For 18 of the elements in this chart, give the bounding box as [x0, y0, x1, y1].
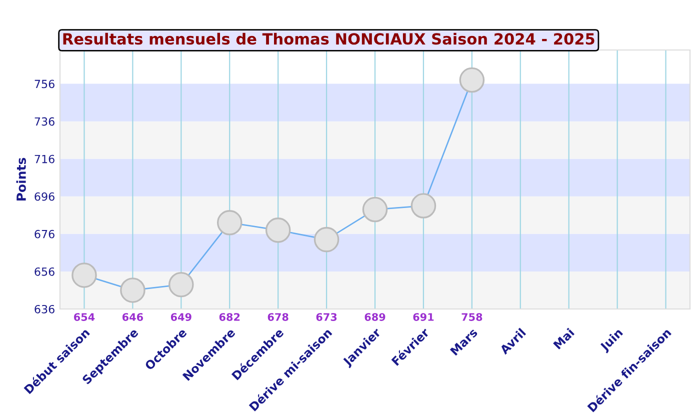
data-label: 649 — [170, 313, 192, 321]
y-tick-label: 676 — [34, 230, 54, 238]
y-tick-label: 716 — [34, 154, 54, 164]
data-label: 689 — [364, 313, 386, 321]
y-axis-title: Points — [16, 158, 26, 201]
data-label: 678 — [268, 313, 288, 321]
y-tick-label: 736 — [34, 117, 54, 126]
data-label: 682 — [219, 313, 240, 321]
chart-title: Resultats mensuels de Thomas NONCIAUX Saison 2024 - 2025 — [63, 32, 594, 45]
data-label: 654 — [74, 313, 95, 321]
data-label: 691 — [413, 313, 434, 321]
data-label: 646 — [122, 313, 144, 321]
data-label: 673 — [316, 313, 337, 321]
data-label: 758 — [462, 313, 482, 321]
y-tick-label: 696 — [34, 192, 54, 201]
y-tick-label: 756 — [34, 80, 54, 88]
y-tick-label: 656 — [34, 267, 54, 276]
y-tick-label: 636 — [34, 304, 54, 314]
